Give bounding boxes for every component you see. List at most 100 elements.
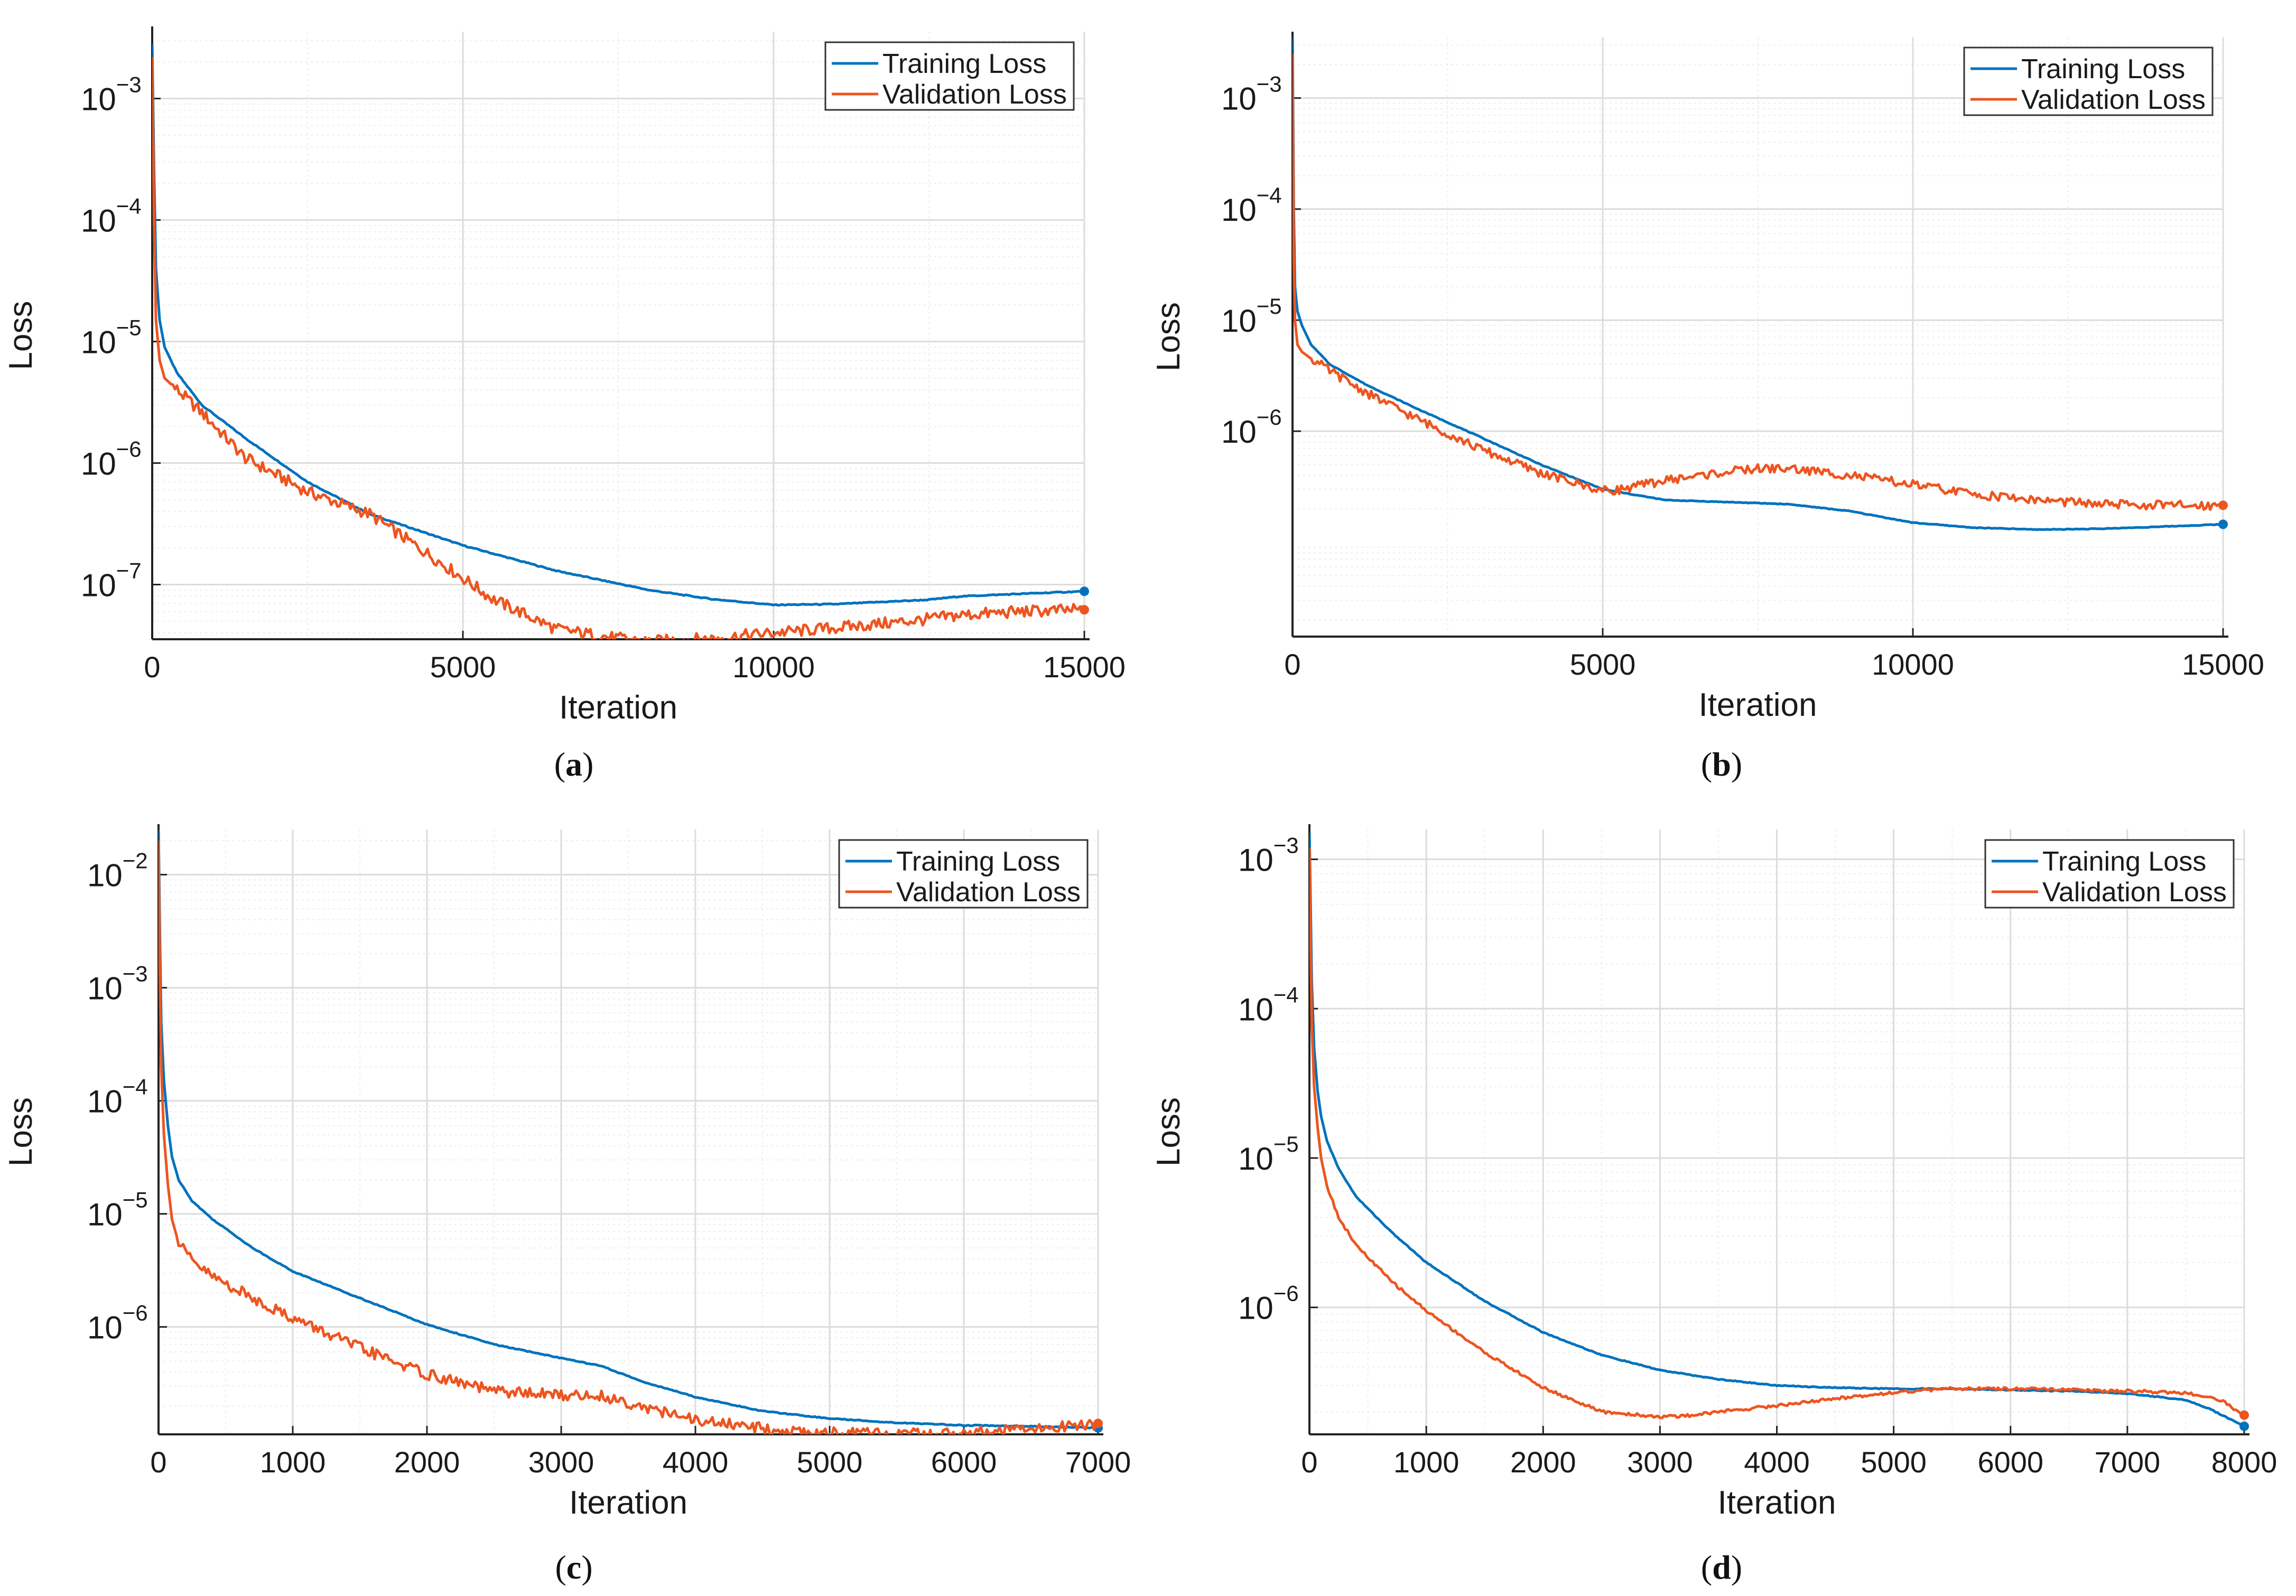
- y-tick-label: 10−3: [87, 962, 148, 1006]
- x-tick-label: 7000: [1065, 1445, 1131, 1479]
- y-tick-label: 10−5: [81, 315, 142, 360]
- legend-box: [824, 41, 1075, 111]
- y-tick-label: 10−3: [1221, 72, 1282, 117]
- y-tick-label: 10−2: [87, 848, 148, 893]
- y-tick-label: 10−4: [81, 194, 142, 239]
- x-tick-label: 6000: [1977, 1445, 2043, 1479]
- y-tick-label: 10−4: [1221, 183, 1282, 228]
- y-tick-label: 10−7: [81, 558, 142, 603]
- x-tick-label: 0: [150, 1445, 166, 1479]
- chart-panel-c: 0 1000 2000 3000 4000 5000 6000 7000 10−6 10−5 10−…: [0, 798, 1148, 1595]
- panel-caption-b: (b): [1700, 745, 1743, 783]
- chart-panel-a: 0 5000 10000 15000 10−7 10−6 10−5 10−4 10−3 Itera…: [0, 0, 1148, 798]
- y-axis-label: Loss: [1150, 1097, 1187, 1166]
- chart-d: 0 1000 2000 3000 4000 5000 6000 7000 8000 10−6 10−…: [1150, 824, 2278, 1521]
- series-line-training: [1293, 38, 2224, 531]
- panel-caption-c: (c): [555, 1548, 593, 1586]
- series-line-validation: [152, 57, 1086, 639]
- x-tick-label: 3000: [528, 1445, 594, 1479]
- y-tick-exponent: −4: [1274, 982, 1299, 1007]
- x-tick-label: 4000: [1744, 1445, 1810, 1479]
- x-tick-label: 2000: [394, 1445, 460, 1479]
- x-tick-label: 1000: [1393, 1445, 1460, 1479]
- legend-label: Validation Loss: [2042, 877, 2227, 908]
- y-tick-label: 10−5: [1221, 294, 1282, 339]
- y-tick-label: 10−3: [1238, 833, 1299, 878]
- series-end-marker: [2239, 1421, 2249, 1431]
- series-end-marker: [2218, 519, 2228, 529]
- y-tick-exponent: −7: [116, 558, 142, 583]
- y-tick-label: 10−4: [1238, 982, 1299, 1027]
- legend-label: Training Loss: [882, 49, 1046, 79]
- x-tick-label: 5000: [797, 1445, 863, 1479]
- series-end-marker: [1080, 586, 1089, 596]
- x-tick-label: 15000: [1043, 650, 1126, 684]
- y-tick-exponent: −4: [123, 1075, 148, 1099]
- x-tick-label: 8000: [2211, 1445, 2278, 1479]
- y-tick-label: 10−6: [87, 1301, 148, 1346]
- grid-a: [151, 32, 1085, 639]
- y-tick-exponent: −4: [116, 194, 142, 219]
- series-line-validation: [1293, 53, 2224, 511]
- x-tick-label: 5000: [430, 650, 496, 684]
- series-end-marker: [1080, 605, 1089, 615]
- series-line-training: [159, 829, 1099, 1430]
- legend-box: [838, 839, 1089, 909]
- x-tick-label: 0: [144, 650, 160, 684]
- x-tick-label: 5000: [1570, 648, 1636, 681]
- legend-label: Training Loss: [2021, 54, 2185, 85]
- legend-box: [1984, 839, 2235, 909]
- panel-caption-a: (a): [554, 745, 594, 783]
- y-tick-label: 10−5: [87, 1188, 148, 1233]
- y-tick-exponent: −5: [116, 315, 142, 340]
- y-tick-label: 10−6: [1221, 405, 1282, 450]
- x-tick-label: 7000: [2095, 1445, 2161, 1479]
- series-line-validation: [1309, 847, 2245, 1420]
- grid-c: [157, 829, 1099, 1434]
- series-end-marker: [2218, 500, 2228, 510]
- series-line-training: [152, 44, 1085, 607]
- x-axis-label: Iteration: [559, 689, 677, 726]
- y-tick-exponent: −6: [1257, 405, 1282, 430]
- y-tick-label: 10−3: [81, 72, 142, 117]
- x-tick-label: 15000: [2182, 648, 2264, 681]
- y-tick-exponent: −6: [1274, 1281, 1299, 1306]
- grid-d: [1308, 829, 2245, 1434]
- chart-c: 0 1000 2000 3000 4000 5000 6000 7000 10−6 10−5 10−…: [3, 824, 1131, 1521]
- chart-a: 0 5000 10000 15000 10−7 10−6 10−5 10−4 10−3 Itera…: [3, 26, 1126, 726]
- x-tick-label: 5000: [1861, 1445, 1927, 1479]
- panel-caption-d: (d): [1700, 1548, 1743, 1586]
- legend-label: Validation Loss: [2021, 85, 2206, 115]
- y-tick-exponent: −4: [1257, 183, 1282, 208]
- y-tick-label: 10−5: [1238, 1132, 1299, 1177]
- y-tick-exponent: −6: [116, 437, 142, 462]
- legend-label: Training Loss: [2042, 846, 2206, 877]
- x-tick-label: 1000: [260, 1445, 326, 1479]
- x-tick-label: 10000: [1872, 648, 1954, 681]
- legend-box: [1963, 46, 2214, 116]
- legend-label: Validation Loss: [896, 877, 1081, 908]
- legend-label: Training Loss: [896, 846, 1060, 877]
- series-end-marker: [2239, 1410, 2249, 1420]
- series-line-validation: [159, 841, 1100, 1434]
- y-tick-exponent: −3: [123, 962, 148, 986]
- y-tick-label: 10−6: [1238, 1281, 1299, 1326]
- y-axis-label: Loss: [3, 1097, 39, 1166]
- x-tick-label: 0: [1284, 648, 1300, 681]
- x-axis-label: Iteration: [1698, 687, 1817, 723]
- x-tick-label: 6000: [931, 1445, 997, 1479]
- chart-panel-b: 0 5000 10000 15000 10−6 10−5 10−4 10−3 Iteration…: [1148, 0, 2295, 798]
- y-tick-label: 10−6: [81, 437, 142, 482]
- y-tick-exponent: −5: [123, 1188, 148, 1212]
- grid-b: [1291, 37, 2224, 637]
- x-axis-label: Iteration: [1717, 1485, 1836, 1521]
- y-tick-exponent: −5: [1274, 1132, 1299, 1156]
- legend-label: Validation Loss: [882, 79, 1067, 110]
- x-axis-label: Iteration: [569, 1485, 687, 1521]
- chart-b: 0 5000 10000 15000 10−6 10−5 10−4 10−3 Iteration…: [1150, 32, 2264, 723]
- y-tick-exponent: −3: [116, 72, 142, 97]
